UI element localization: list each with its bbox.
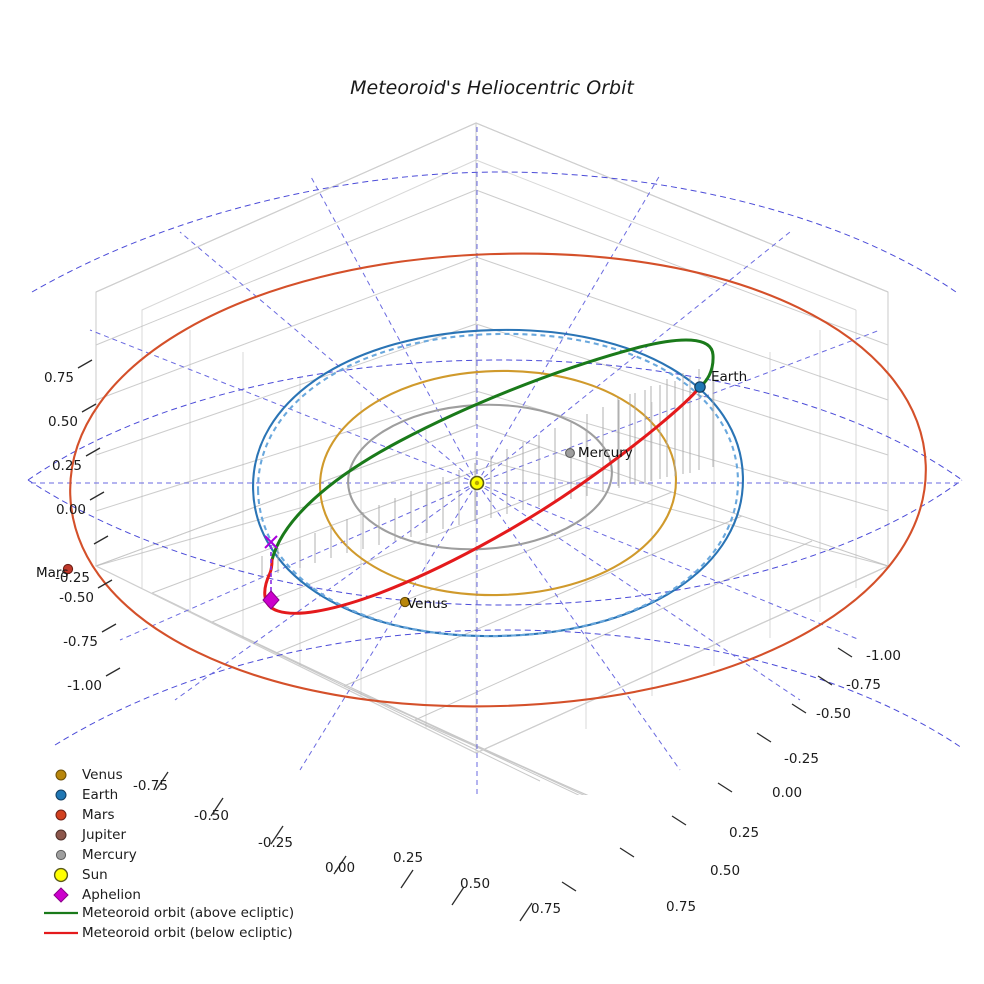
label-earth: Earth — [711, 369, 747, 385]
y-tick-6: 0.50 — [710, 863, 740, 879]
z-tick-0: 0.75 — [44, 370, 74, 386]
z-axis: 0.75 0.50 0.25 0.00 -0.25 -0.50 -0.75 -1… — [44, 359, 121, 694]
legend-label-sun: Sun — [82, 867, 108, 883]
legend-label-below-ecliptic: Meteoroid orbit (below ecliptic) — [82, 925, 293, 941]
page-title: Meteoroid's Heliocentric Orbit — [350, 77, 635, 99]
legend-marker-earth — [55, 789, 67, 801]
sun-core-icon — [474, 480, 480, 486]
legend: Venus Earth Mars Jupiter Mercury Sun Aph… — [44, 767, 294, 941]
x-tick-6: 0.75 — [531, 901, 561, 917]
legend-marker-venus — [55, 769, 67, 781]
x-tick-3: 0.00 — [325, 860, 355, 876]
reference-dashed-lines — [27, 123, 963, 795]
meteoroid-orbit-below-ecliptic — [263, 385, 702, 615]
legend-marker-mars — [55, 809, 67, 821]
aphelion-cross-icon — [264, 535, 278, 549]
y-tick-3: -0.25 — [784, 751, 819, 767]
aphelion-diamond-icon — [262, 590, 280, 610]
legend-label-mars: Mars — [82, 807, 115, 823]
x-tick-0: -0.75 — [133, 778, 168, 794]
legend-label-jupiter: Jupiter — [81, 827, 126, 843]
label-mars: Mars — [36, 565, 69, 581]
earth-orbit-dashed — [257, 332, 739, 638]
earth-marker — [694, 381, 706, 393]
legend-label-earth: Earth — [82, 787, 118, 803]
legend-marker-aphelion — [53, 887, 69, 903]
legend-label-above-ecliptic: Meteoroid orbit (above ecliptic) — [82, 905, 294, 921]
x-tick-5: 0.50 — [460, 876, 490, 892]
y-tick-0: -1.00 — [866, 648, 901, 664]
body-markers — [62, 381, 706, 608]
z-tick-3: 0.00 — [56, 502, 86, 518]
meteoroid-orbit — [263, 338, 715, 615]
x-tick-4: 0.25 — [393, 850, 423, 866]
axes-3d-grid — [94, 122, 890, 795]
y-tick-5: 0.25 — [729, 825, 759, 841]
venus-marker — [399, 596, 411, 608]
y-axis: -1.00 -0.75 -0.50 -0.25 0.00 0.25 0.50 0… — [561, 647, 901, 915]
z-tick-7: -1.00 — [67, 678, 102, 694]
mercury-marker — [565, 448, 575, 458]
mars-marker — [62, 563, 74, 575]
aphelion-marker-group — [262, 535, 280, 610]
legend-marker-sun — [53, 867, 69, 883]
y-tick-2: -0.50 — [816, 706, 851, 722]
x-tick-2: -0.25 — [258, 835, 293, 851]
legend-label-venus: Venus — [82, 767, 123, 783]
z-tick-2: 0.25 — [52, 458, 82, 474]
x-tick-1: -0.50 — [194, 808, 229, 824]
z-tick-6: -0.75 — [63, 634, 98, 650]
meteoroid-drop-stems — [261, 367, 714, 578]
z-tick-5: -0.50 — [59, 590, 94, 606]
y-tick-7: 0.75 — [666, 899, 696, 915]
legend-marker-jupiter — [55, 829, 67, 841]
label-venus: Venus — [407, 596, 448, 612]
planet-orbits — [69, 252, 927, 708]
z-tick-4: -0.25 — [55, 570, 90, 586]
meteoroid-orbit-above-ecliptic — [270, 338, 715, 562]
legend-label-aphelion: Aphelion — [82, 887, 141, 903]
mars-orbit — [69, 252, 927, 708]
z-tick-1: 0.50 — [48, 414, 78, 430]
venus-orbit — [319, 369, 677, 597]
legend-label-mercury: Mercury — [82, 847, 137, 863]
x-axis: -0.75 -0.50 -0.25 0.00 0.25 0.50 0.75 — [133, 771, 561, 922]
label-mercury: Mercury — [578, 445, 633, 461]
y-tick-4: 0.00 — [772, 785, 802, 801]
legend-marker-mercury — [55, 849, 67, 861]
mercury-orbit — [347, 403, 613, 551]
y-tick-1: -0.75 — [846, 677, 881, 693]
